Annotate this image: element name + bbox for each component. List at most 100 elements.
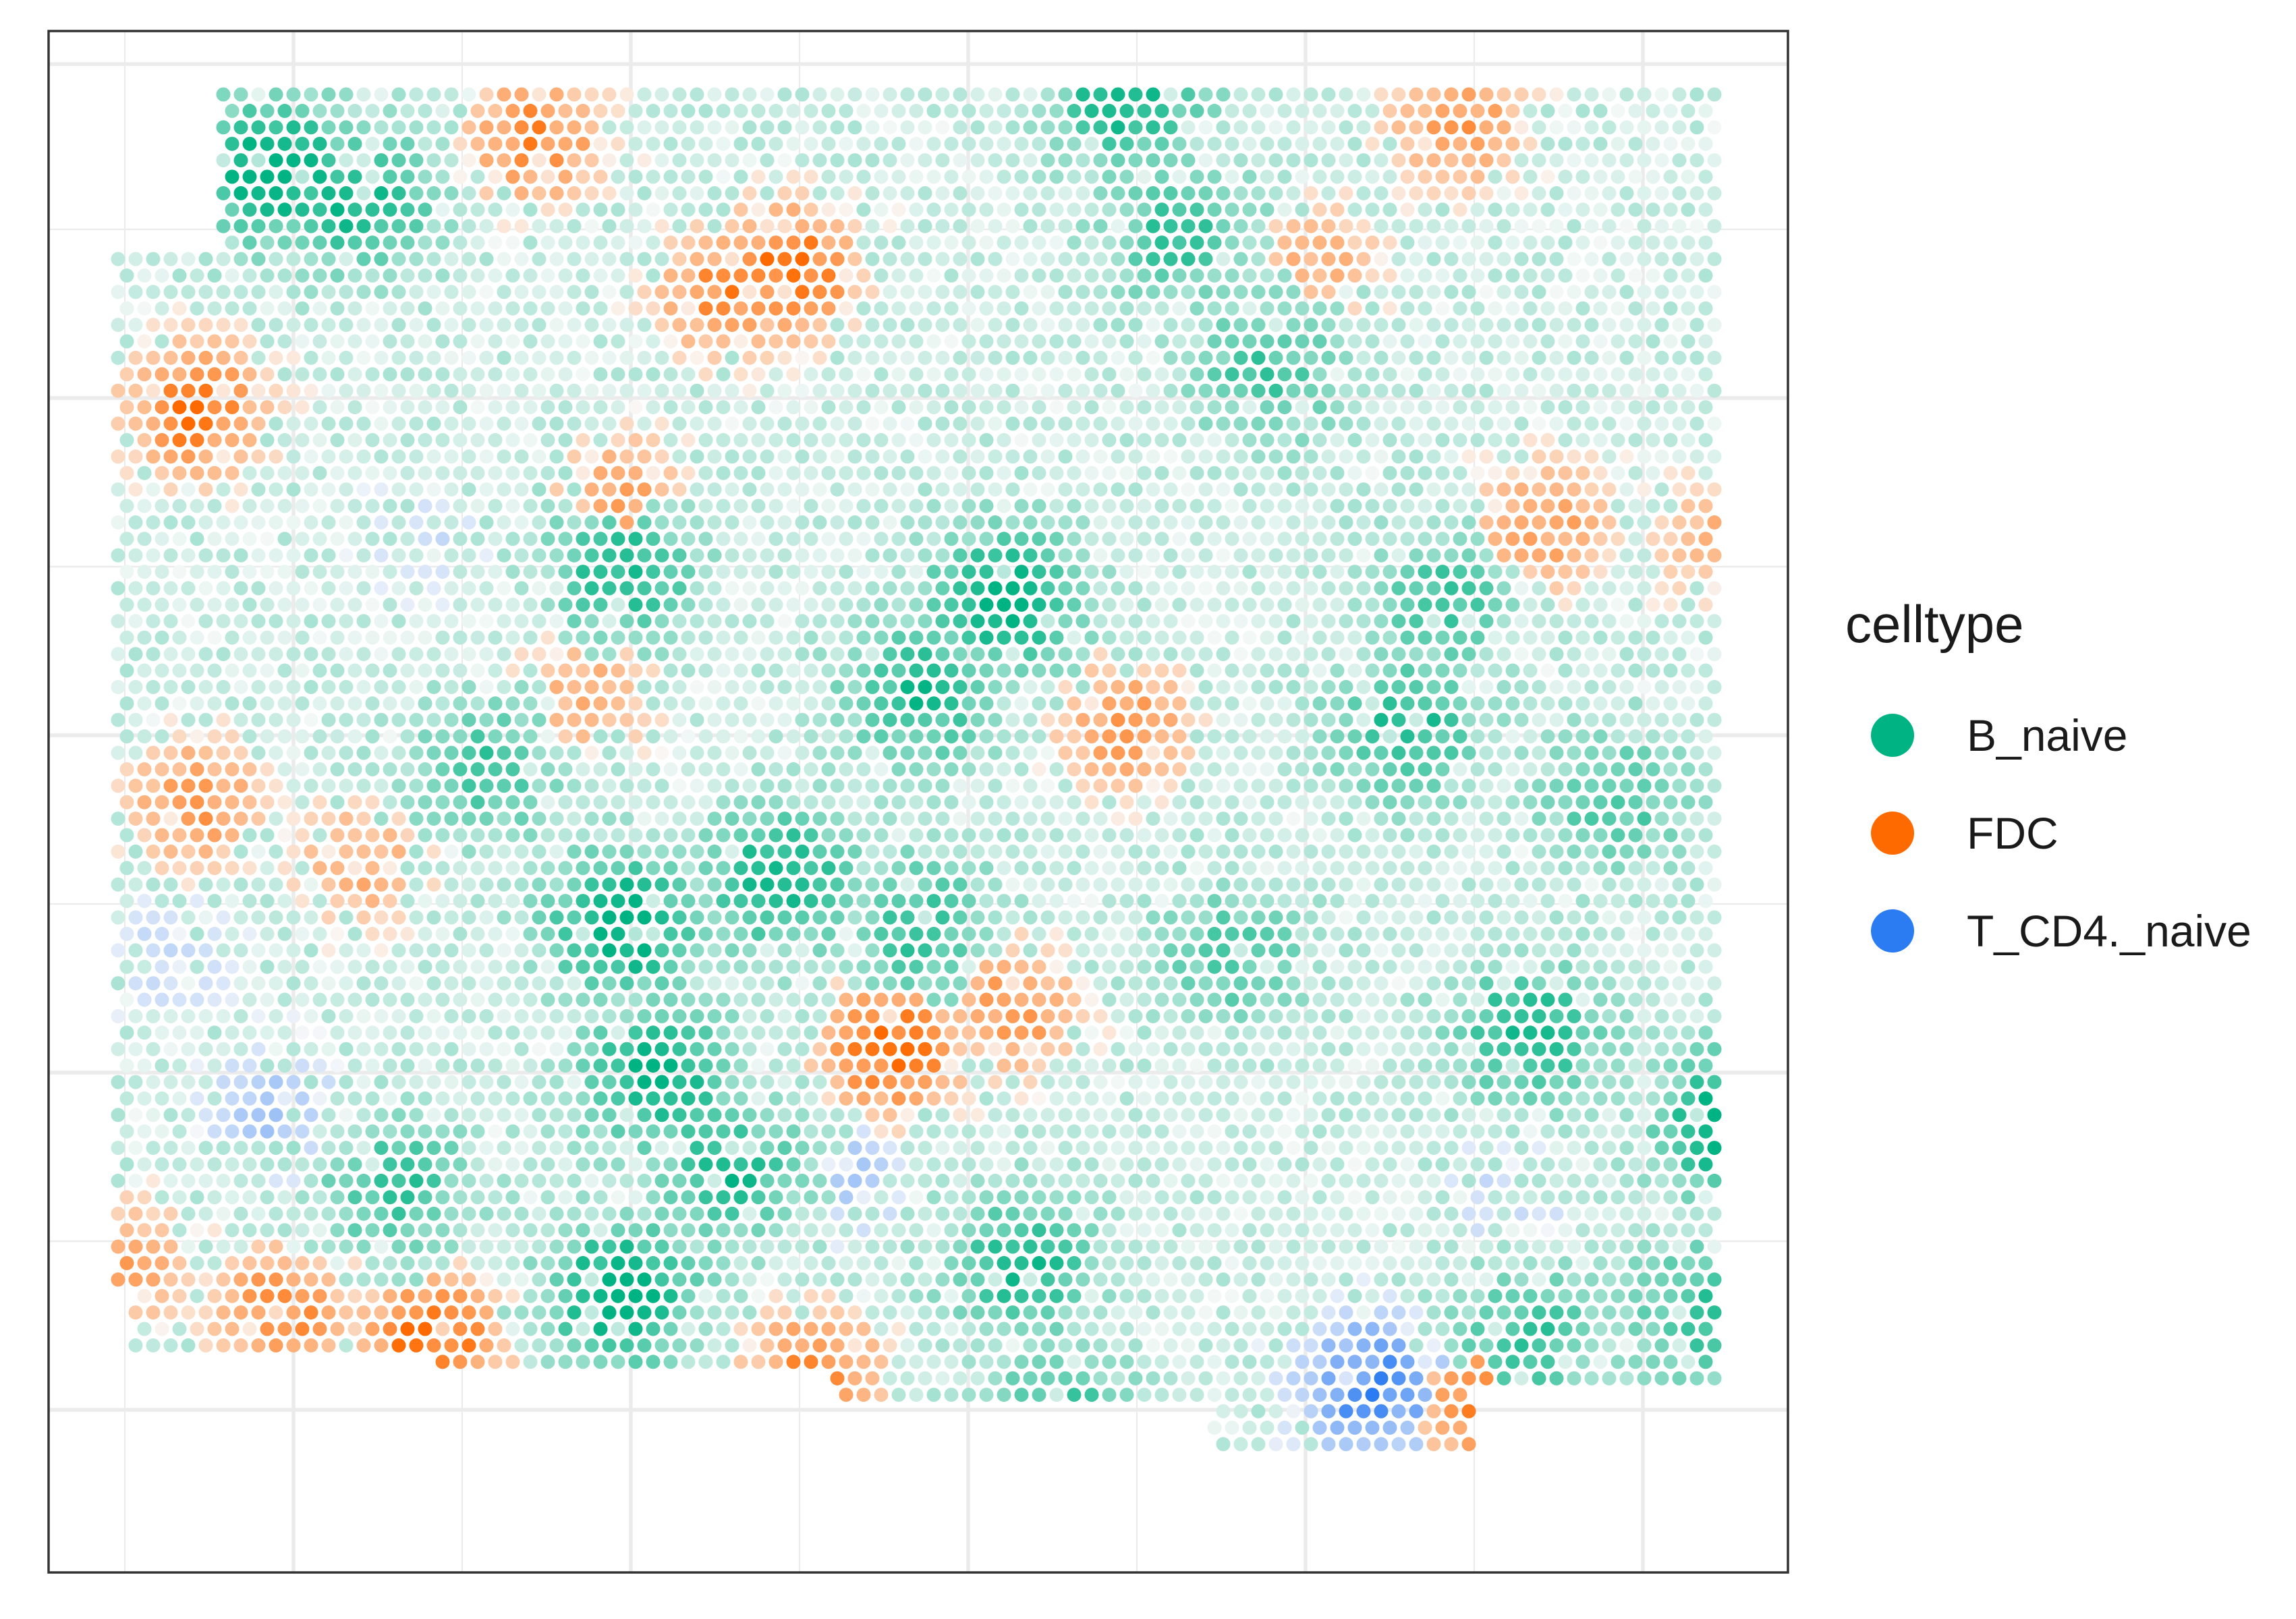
spot-point [198, 350, 213, 365]
spot-point [567, 679, 582, 694]
spot-point [1707, 120, 1722, 135]
spot-point [944, 894, 959, 909]
spot-point [1146, 679, 1160, 694]
spot-point [435, 762, 450, 776]
spot-point [576, 630, 590, 645]
spot-point [1611, 532, 1625, 546]
spot-point [997, 532, 1011, 546]
spot-point [1672, 318, 1687, 333]
spot-point [1216, 647, 1231, 662]
spot-point [953, 383, 968, 398]
spot-point [1295, 565, 1310, 579]
spot-point [365, 235, 380, 250]
spot-point [672, 812, 687, 826]
spot-point [523, 334, 538, 349]
spot-point [1251, 318, 1266, 333]
spot-point [514, 844, 529, 859]
spot-point [330, 301, 345, 316]
spot-point [470, 597, 485, 612]
spot-point [532, 910, 547, 925]
spot-point [523, 465, 538, 480]
spot-point [1426, 877, 1441, 892]
spot-point [1014, 301, 1029, 316]
spot-point [330, 532, 345, 546]
spot-point [1146, 482, 1160, 497]
spot-point [391, 449, 406, 464]
spot-point [1584, 910, 1599, 925]
spot-point [295, 202, 310, 217]
spot-point [926, 762, 941, 776]
spot-point [1014, 959, 1029, 974]
spot-point [742, 285, 757, 300]
spot-point [1286, 285, 1301, 300]
spot-point [1435, 334, 1450, 349]
spot-point [1575, 367, 1590, 382]
spot-point [163, 285, 178, 300]
spot-point [935, 548, 950, 563]
spot-point [821, 367, 836, 382]
spot-point [1067, 959, 1082, 974]
spot-point [1093, 712, 1108, 727]
spot-point [646, 630, 661, 645]
spot-point [1102, 169, 1117, 184]
spot-point [549, 186, 564, 200]
spot-point [1558, 828, 1573, 843]
spot-point [1540, 202, 1555, 217]
spot-point [374, 120, 389, 135]
spot-point [225, 532, 240, 546]
spot-point [1304, 186, 1318, 200]
spot-point [1286, 943, 1301, 958]
spot-point [1058, 120, 1073, 135]
spot-point [497, 120, 511, 135]
spot-layer [111, 87, 1722, 1452]
spot-point [795, 219, 810, 233]
spot-point [1032, 532, 1046, 546]
spot-point [1628, 926, 1643, 941]
spot-point [435, 367, 450, 382]
spot-point [1067, 729, 1082, 744]
spot-point [602, 416, 617, 431]
spot-point [1260, 861, 1275, 876]
spot-point [1207, 465, 1222, 480]
spot-point [260, 565, 275, 579]
spot-point [768, 532, 783, 546]
spot-point [1637, 383, 1652, 398]
spot-point [1198, 87, 1213, 102]
spot-point [646, 762, 661, 776]
spot-point [611, 136, 625, 151]
spot-point [1391, 844, 1406, 859]
spot-point [514, 285, 529, 300]
spot-point [654, 153, 669, 168]
spot-point [155, 432, 169, 447]
spot-point [830, 318, 845, 333]
spot-point [1321, 745, 1336, 760]
spot-point [1593, 432, 1608, 447]
spot-point [874, 565, 889, 579]
spot-point [1391, 647, 1406, 662]
spot-point [128, 350, 143, 365]
spot-point [1496, 943, 1511, 958]
spot-point [1584, 252, 1599, 266]
spot-point [1409, 647, 1424, 662]
spot-point [883, 877, 897, 892]
spot-point [1365, 136, 1380, 151]
spot-point [961, 597, 976, 612]
spot-point [812, 416, 827, 431]
spot-point [207, 663, 222, 678]
spot-point [1321, 285, 1336, 300]
spot-point [935, 285, 950, 300]
spot-point [1146, 318, 1160, 333]
spot-point [812, 120, 827, 135]
spot-point [111, 318, 125, 333]
spot-point [777, 679, 792, 694]
spot-point [751, 301, 766, 316]
spot-point [777, 976, 792, 991]
spot-point [1663, 334, 1678, 349]
spot-point [1102, 861, 1117, 876]
spot-point [1409, 712, 1424, 727]
spot-point [1365, 696, 1380, 711]
spot-point [1540, 400, 1555, 415]
spot-point [356, 186, 371, 200]
spot-point [593, 861, 608, 876]
spot-point [461, 515, 476, 530]
